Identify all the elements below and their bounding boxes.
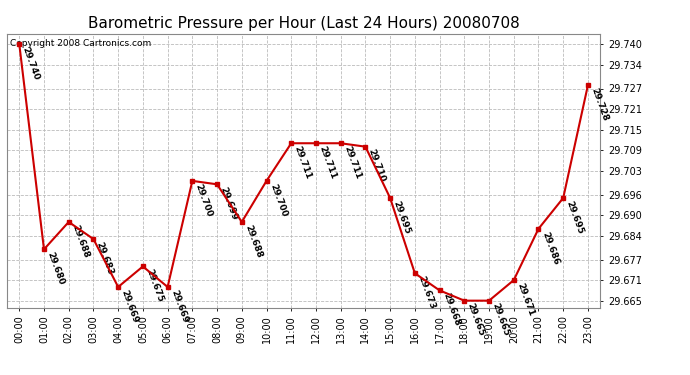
Text: 29.680: 29.680 (46, 251, 66, 286)
Text: 29.673: 29.673 (416, 274, 437, 310)
Text: Copyright 2008 Cartronics.com: Copyright 2008 Cartronics.com (10, 39, 151, 48)
Text: 29.669: 29.669 (169, 288, 189, 324)
Text: 29.728: 29.728 (589, 87, 610, 122)
Text: 29.675: 29.675 (144, 268, 165, 304)
Text: 29.740: 29.740 (21, 45, 41, 81)
Title: Barometric Pressure per Hour (Last 24 Hours) 20080708: Barometric Pressure per Hour (Last 24 Ho… (88, 16, 520, 31)
Text: 29.711: 29.711 (293, 145, 313, 180)
Text: 29.683: 29.683 (95, 240, 115, 276)
Text: 29.695: 29.695 (564, 200, 585, 235)
Text: 29.700: 29.700 (268, 182, 288, 218)
Text: 29.671: 29.671 (515, 282, 535, 317)
Text: 29.711: 29.711 (342, 145, 362, 180)
Text: 29.711: 29.711 (317, 145, 337, 180)
Text: 29.700: 29.700 (194, 182, 214, 218)
Text: 29.695: 29.695 (391, 200, 412, 235)
Text: 29.699: 29.699 (219, 186, 239, 222)
Text: 29.710: 29.710 (367, 148, 387, 184)
Text: 29.686: 29.686 (540, 230, 560, 266)
Text: 29.669: 29.669 (119, 288, 140, 324)
Text: 29.688: 29.688 (70, 224, 90, 259)
Text: 29.688: 29.688 (243, 224, 264, 259)
Text: 29.668: 29.668 (441, 292, 462, 327)
Text: 29.665: 29.665 (466, 302, 486, 338)
Text: 29.665: 29.665 (491, 302, 511, 338)
